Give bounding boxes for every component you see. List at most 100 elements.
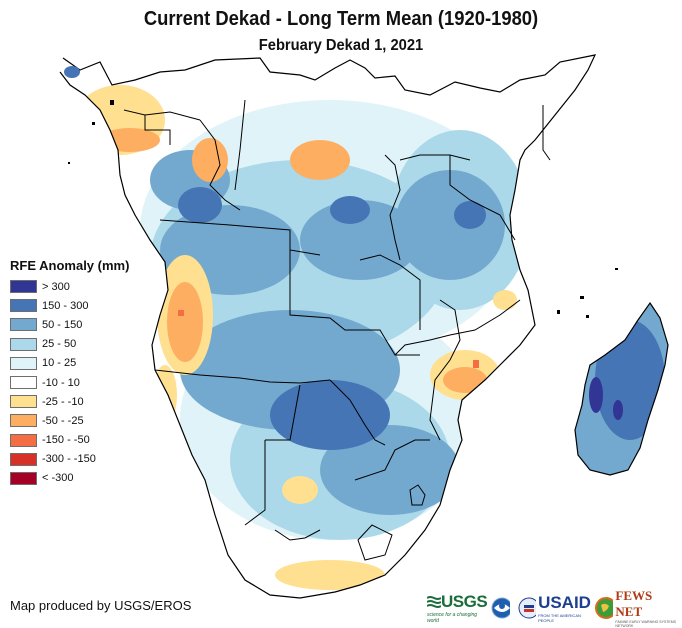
island bbox=[580, 296, 584, 299]
border bbox=[123, 109, 201, 121]
legend-items: > 300 150 - 300 50 - 150 25 - 50 10 - 25 -10 … bbox=[10, 277, 129, 488]
legend-swatch bbox=[10, 280, 37, 294]
legend-swatch bbox=[10, 414, 37, 428]
legend-label: -10 - 10 bbox=[42, 376, 80, 389]
legend: RFE Anomaly (mm) > 300 150 - 300 50 - 150 2… bbox=[10, 258, 129, 488]
border bbox=[265, 384, 301, 441]
border bbox=[199, 119, 241, 211]
coastline-africa bbox=[59, 54, 597, 599]
noaa-logo-icon bbox=[491, 597, 510, 619]
legend-item: < -300 bbox=[10, 469, 129, 488]
legend-swatch bbox=[10, 433, 37, 447]
anomaly-over-300 bbox=[613, 400, 623, 420]
border-lesotho bbox=[357, 524, 393, 561]
border bbox=[429, 299, 461, 441]
island bbox=[92, 122, 95, 125]
legend-item: -50 - -25 bbox=[10, 411, 129, 430]
legend-title: RFE Anomaly (mm) bbox=[10, 258, 130, 273]
border bbox=[384, 154, 401, 261]
anomaly-over-300 bbox=[589, 377, 603, 413]
legend-swatch bbox=[10, 318, 37, 332]
usgs-wordmark: USGS bbox=[441, 592, 488, 611]
legend-swatch bbox=[10, 299, 37, 313]
anomaly-minus-25-10 bbox=[493, 290, 517, 310]
anomaly-150-300 bbox=[330, 196, 370, 224]
usgs-wave-icon bbox=[427, 596, 441, 608]
anomaly-150-300 bbox=[454, 201, 486, 229]
legend-label: -50 - -25 bbox=[42, 414, 84, 427]
credit-text: Map produced by USGS/EROS bbox=[10, 598, 192, 613]
anomaly-50-150 bbox=[320, 425, 460, 515]
border bbox=[274, 529, 321, 541]
border bbox=[359, 254, 421, 330]
border bbox=[144, 115, 171, 145]
map-subtitle: February Dekad 1, 2021 bbox=[258, 37, 424, 54]
anomaly-150-300 bbox=[270, 380, 390, 450]
usgs-logo: USGS science for a changing world bbox=[427, 592, 488, 624]
border bbox=[244, 440, 266, 526]
legend-swatch bbox=[10, 395, 37, 409]
legend-label: 150 - 300 bbox=[42, 299, 89, 312]
anomaly-50-150 bbox=[395, 170, 505, 280]
legend-item: -300 - -150 bbox=[10, 450, 129, 469]
island bbox=[110, 100, 114, 105]
legend-label: > 300 bbox=[42, 280, 70, 293]
border bbox=[329, 379, 386, 446]
fews-globe-icon bbox=[594, 597, 614, 619]
legend-item: 10 - 25 bbox=[10, 354, 129, 373]
africa-anomaly-layer bbox=[60, 55, 595, 598]
legend-item: -10 - 10 bbox=[10, 373, 129, 392]
anomaly-minus-150-50 bbox=[178, 310, 184, 316]
legend-label: -25 - -10 bbox=[42, 395, 84, 408]
islands bbox=[68, 100, 618, 318]
legend-label: -150 - -50 bbox=[42, 434, 90, 447]
border bbox=[234, 99, 246, 191]
anomaly-minus-50-25 bbox=[290, 140, 350, 180]
anomaly-minus-25-10 bbox=[275, 560, 385, 590]
legend-item: > 300 bbox=[10, 277, 129, 296]
fews-net-logo: FEWS NET FAMINE EARLY WARNING SYSTEMS NE… bbox=[615, 588, 682, 628]
island bbox=[586, 315, 589, 318]
legend-swatch bbox=[10, 337, 37, 351]
logo-strip: USGS science for a changing world USAID … bbox=[427, 588, 682, 628]
usaid-logo: USAID FROM THE AMERICAN PEOPLE bbox=[538, 593, 591, 623]
country-borders bbox=[123, 99, 551, 561]
legend-label: -300 - -150 bbox=[42, 453, 96, 466]
anomaly-150-300 bbox=[178, 187, 222, 223]
legend-item: -25 - -10 bbox=[10, 392, 129, 411]
legend-label: 50 - 150 bbox=[42, 318, 83, 331]
legend-swatch bbox=[10, 471, 37, 485]
border bbox=[354, 439, 430, 481]
fews-tagline: FAMINE EARLY WARNING SYSTEMS NETWORK bbox=[615, 620, 677, 628]
anomaly-minus-25-10 bbox=[282, 476, 318, 504]
legend-swatch bbox=[10, 376, 37, 390]
border-eswatini bbox=[409, 484, 426, 506]
border bbox=[542, 105, 551, 161]
usaid-seal-icon bbox=[518, 597, 537, 619]
anomaly-minus-50-25 bbox=[167, 282, 203, 362]
map-title: Current Dekad - Long Term Mean (1920-198… bbox=[143, 8, 539, 30]
madagascar-anomaly-layer bbox=[575, 303, 668, 475]
border bbox=[449, 155, 516, 241]
legend-swatch bbox=[10, 452, 37, 466]
island bbox=[615, 268, 618, 270]
anomaly-minus-50-25 bbox=[192, 138, 228, 182]
border bbox=[154, 369, 331, 384]
usgs-tagline: science for a changing world bbox=[427, 612, 478, 624]
anomaly-150-300 bbox=[64, 66, 80, 78]
legend-label: < -300 bbox=[42, 472, 74, 485]
anomaly-minus-50-25 bbox=[100, 128, 160, 152]
legend-item: 150 - 300 bbox=[10, 296, 129, 315]
fews-wordmark: FEWS NET bbox=[615, 588, 653, 619]
legend-swatch bbox=[10, 356, 37, 370]
anomaly-minus-50-25 bbox=[443, 367, 487, 393]
usaid-tagline: FROM THE AMERICAN PEOPLE bbox=[538, 613, 581, 623]
legend-item: 50 - 150 bbox=[10, 315, 129, 334]
border bbox=[394, 299, 521, 356]
border bbox=[399, 154, 471, 161]
border bbox=[159, 219, 321, 256]
legend-label: 10 - 25 bbox=[42, 357, 77, 370]
coastline-madagascar bbox=[574, 301, 669, 476]
anomaly-minus-150-50 bbox=[473, 360, 479, 368]
